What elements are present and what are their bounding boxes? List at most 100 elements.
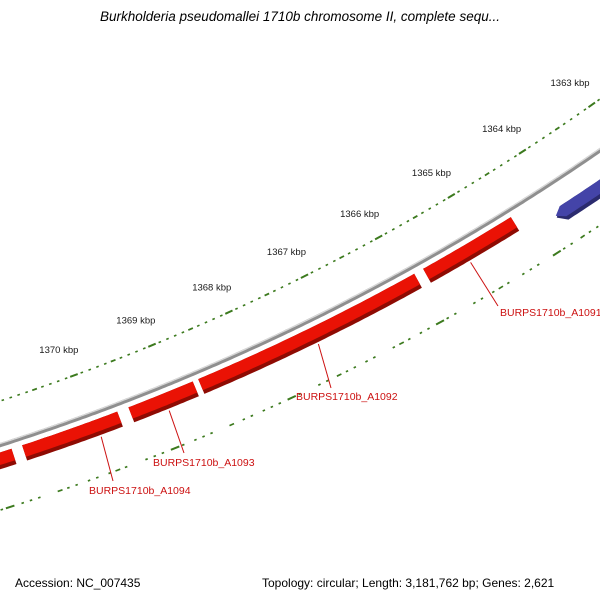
ruler-tick bbox=[447, 193, 456, 199]
feature-mark bbox=[242, 418, 246, 421]
ruler-tick bbox=[257, 296, 261, 300]
ruler-tick bbox=[554, 126, 560, 131]
feature-mark bbox=[552, 249, 562, 257]
status-bar: Accession: NC_007435 Topology: circular;… bbox=[0, 574, 600, 600]
feature-mark bbox=[66, 486, 70, 490]
feature-mark bbox=[446, 316, 450, 320]
feature-mark bbox=[570, 242, 574, 246]
ruler-tick bbox=[406, 219, 410, 223]
feature-mark bbox=[210, 431, 214, 435]
gene-callout: BURPS1710b_A1091 bbox=[470, 262, 600, 319]
ruler-tick bbox=[158, 340, 162, 344]
ruler-tick bbox=[135, 350, 138, 353]
feature-mark bbox=[161, 451, 165, 455]
feature-mark bbox=[170, 445, 180, 451]
gene-callout: BURPS1710b_A1094 bbox=[89, 436, 191, 497]
ruler-tick bbox=[412, 215, 418, 220]
ruler-tick bbox=[56, 379, 60, 383]
ruler-tick bbox=[399, 223, 403, 227]
gene-shape[interactable] bbox=[0, 448, 16, 493]
ruler-tick bbox=[295, 278, 299, 282]
feature-mark bbox=[562, 247, 566, 250]
page-title: Burkholderia pseudomallei 1710b chromoso… bbox=[100, 9, 500, 24]
ruler-label: 1364 kbp bbox=[482, 124, 521, 135]
ruler-tick bbox=[548, 131, 552, 135]
ruler-tick bbox=[48, 382, 52, 386]
ruler-tick bbox=[272, 289, 276, 293]
feature-mark bbox=[278, 402, 282, 405]
feature-mark bbox=[472, 301, 476, 305]
ruler-tick bbox=[69, 373, 79, 378]
ruler-tick bbox=[391, 228, 395, 231]
ruler-label: 1369 kbp bbox=[116, 315, 155, 326]
gene-BURPS1710b_A1093[interactable] bbox=[128, 381, 199, 423]
feature-mark bbox=[325, 379, 329, 383]
ruler-label: 1366 kbp bbox=[340, 209, 379, 220]
feature-mark bbox=[426, 327, 431, 331]
feature-mark bbox=[229, 422, 235, 427]
ruler-tick bbox=[110, 358, 116, 363]
gene-shape[interactable] bbox=[423, 217, 518, 280]
genome-backbone bbox=[0, 147, 600, 448]
ruler-tick bbox=[64, 377, 68, 380]
gene-label[interactable]: BURPS1710b_A1093 bbox=[153, 457, 255, 469]
feature-mark bbox=[536, 263, 540, 267]
ruler-tick bbox=[250, 300, 254, 303]
ruler-tick bbox=[471, 181, 475, 185]
feature-mark bbox=[124, 465, 128, 469]
gene-shape[interactable] bbox=[198, 273, 420, 391]
ruler-tick bbox=[264, 292, 270, 297]
ruler-label: 1367 kbp bbox=[267, 247, 306, 258]
ruler-tick bbox=[142, 347, 146, 350]
gene-label[interactable]: BURPS1710b_A1094 bbox=[89, 485, 191, 497]
feature-mark bbox=[453, 312, 457, 316]
genome-backbone-highlight bbox=[0, 147, 600, 445]
ruler-tick bbox=[374, 234, 383, 241]
ruler-tick bbox=[310, 271, 314, 274]
gene-BURPS1710b_A1091[interactable] bbox=[423, 217, 520, 283]
ruler-tick bbox=[456, 190, 461, 193]
gene-shape[interactable] bbox=[555, 129, 600, 217]
ruler-tick bbox=[442, 198, 446, 202]
ruler-tick bbox=[492, 168, 496, 172]
gene-callouts: BURPS1710b_A1091 BURPS1710b_A1092 BURPS171… bbox=[89, 262, 600, 497]
ruler-tick bbox=[287, 282, 291, 285]
feature-mark bbox=[392, 345, 396, 349]
feature-mark bbox=[419, 331, 423, 335]
gene-shape[interactable] bbox=[128, 381, 198, 419]
callout-leader-line bbox=[317, 343, 332, 389]
ruler-label: 1370 kbp bbox=[39, 345, 78, 356]
gene-BURPS1710b_A1094[interactable] bbox=[22, 411, 123, 461]
ruler-tick bbox=[583, 108, 587, 112]
callout-leader-line bbox=[168, 410, 185, 454]
feature-mark bbox=[21, 501, 25, 505]
gene-label[interactable]: BURPS1710b_A1091 bbox=[500, 307, 600, 319]
feature-mark bbox=[115, 468, 121, 472]
feature-mark bbox=[0, 508, 4, 511]
feature-mark bbox=[181, 443, 185, 447]
feature-mark bbox=[153, 454, 157, 458]
feature-mark bbox=[270, 405, 274, 409]
ruler-tick bbox=[562, 122, 566, 126]
ruler-tick bbox=[242, 303, 246, 307]
ruler-tick bbox=[9, 396, 13, 399]
ruler-tick bbox=[88, 368, 92, 371]
ruler-tick bbox=[25, 390, 29, 394]
gene-unlabeled[interactable] bbox=[0, 448, 17, 497]
ruler-tick bbox=[534, 141, 538, 144]
feature-mark bbox=[529, 267, 533, 271]
gene-BURPS1710b_A1092[interactable] bbox=[198, 273, 422, 394]
feature-mark bbox=[336, 373, 342, 377]
feature-mark bbox=[521, 272, 525, 276]
gene-unlabeled[interactable] bbox=[555, 129, 600, 220]
ruler-tick bbox=[541, 136, 545, 140]
ruler-label: 1368 kbp bbox=[192, 283, 231, 294]
feature-mark bbox=[372, 356, 376, 359]
gene-shape[interactable] bbox=[22, 411, 122, 457]
ruler-tick bbox=[127, 353, 131, 356]
ruler-tick bbox=[587, 101, 596, 109]
ruler-tick bbox=[464, 185, 468, 189]
gene-label[interactable]: BURPS1710b_A1092 bbox=[296, 391, 398, 403]
ruler-labels: 1363 kbp 1364 kbp 1365 kbp 1366 kbp 1367 kbp… bbox=[39, 78, 589, 356]
